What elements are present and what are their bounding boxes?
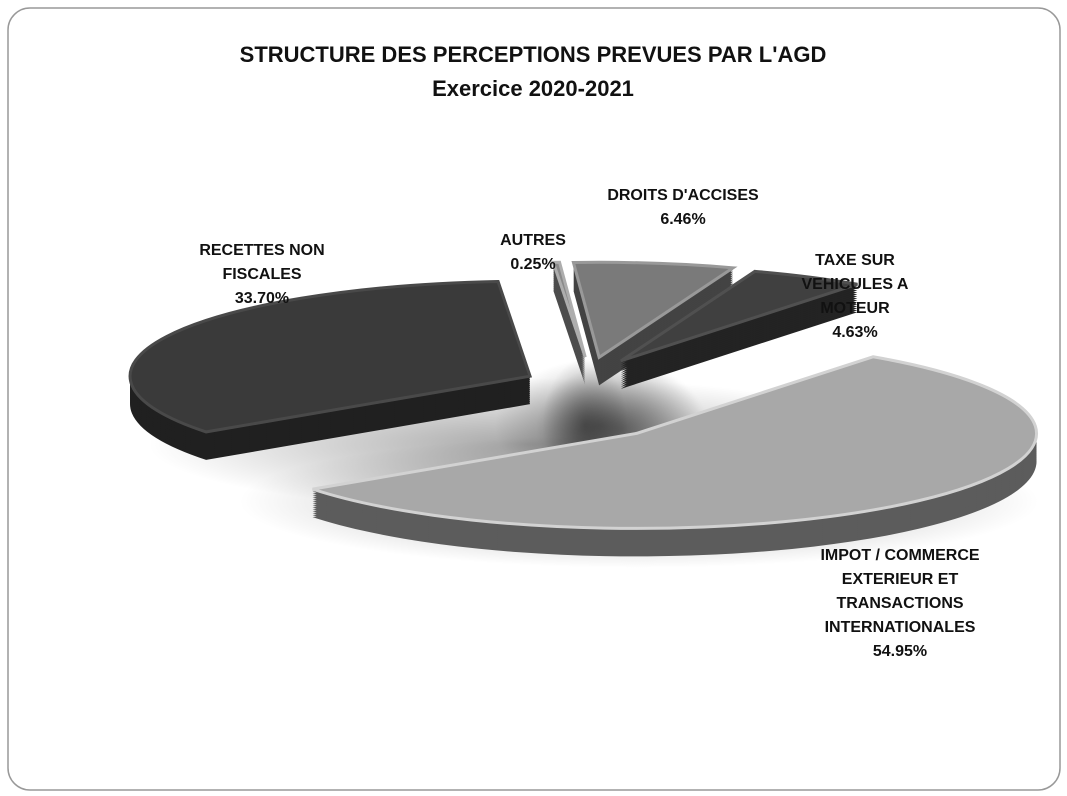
chart-title: STRUCTURE DES PERCEPTIONS PREVUES PAR L'… — [240, 42, 827, 67]
slice — [551, 260, 587, 386]
pie — [128, 260, 1039, 568]
slice-side — [553, 270, 586, 366]
value-label: 54.95% — [873, 643, 927, 660]
slice — [571, 260, 738, 386]
data-label: AUTRES 0.25% — [500, 232, 566, 273]
category-label: AUTRES — [500, 232, 566, 249]
category-line: RECETTES NON — [199, 242, 324, 259]
slice-top — [571, 260, 738, 360]
data-label: IMPOT / COMMERCE EXTERIEUR ET TRANSACTIONS… — [820, 547, 979, 660]
slice — [128, 279, 533, 460]
slice-top — [312, 355, 1038, 530]
value-label: 6.46% — [660, 211, 705, 228]
slice-side — [553, 276, 586, 372]
slice-side — [553, 280, 586, 376]
slice-side — [553, 284, 586, 380]
category-line: VEHICULES A — [802, 276, 909, 293]
category-line: AUTRES — [500, 232, 566, 249]
chart-subtitle: Exercice 2020-2021 — [432, 76, 634, 101]
value-label: 33.70% — [235, 290, 289, 307]
category-line: INTERNATIONALES — [825, 619, 976, 636]
category-line: IMPOT / COMMERCE — [820, 547, 979, 564]
slice — [620, 269, 858, 389]
slice-top — [620, 269, 858, 363]
data-label: TAXE SUR VEHICULES A MOTEUR 4.63% — [802, 252, 909, 341]
category-label: RECETTES NON FISCALES — [199, 242, 324, 283]
slice-side — [553, 268, 586, 364]
slice-side — [553, 282, 586, 378]
category-label: IMPOT / COMMERCE EXTERIEUR ET TRANSACTIONS… — [820, 547, 979, 636]
data-label: DROITS D'ACCISES 6.46% — [607, 187, 759, 228]
slice-side — [553, 272, 586, 368]
labels: AUTRES 0.25% DROITS D'ACCISES 6.46% TAXE SUR… — [199, 187, 980, 660]
slice-side — [553, 288, 586, 384]
value-label: 4.63% — [832, 324, 877, 341]
slice-top — [128, 279, 533, 434]
category-line: FISCALES — [222, 266, 301, 283]
value-label: 0.25% — [510, 256, 555, 273]
slice-top — [551, 260, 587, 358]
category-line: MOTEUR — [820, 300, 890, 317]
category-label: TAXE SUR VEHICULES A MOTEUR — [802, 252, 909, 317]
slice-side — [553, 274, 586, 370]
category-line: TAXE SUR — [815, 252, 895, 269]
slice-side — [553, 290, 586, 386]
slice-side — [553, 286, 586, 382]
category-line: DROITS D'ACCISES — [607, 187, 759, 204]
category-label: DROITS D'ACCISES — [607, 187, 759, 204]
slice — [312, 355, 1038, 557]
slice-side — [553, 278, 586, 374]
category-line: TRANSACTIONS — [836, 595, 963, 612]
category-line: EXTERIEUR ET — [842, 571, 959, 588]
data-label: RECETTES NON FISCALES 33.70% — [199, 242, 324, 307]
